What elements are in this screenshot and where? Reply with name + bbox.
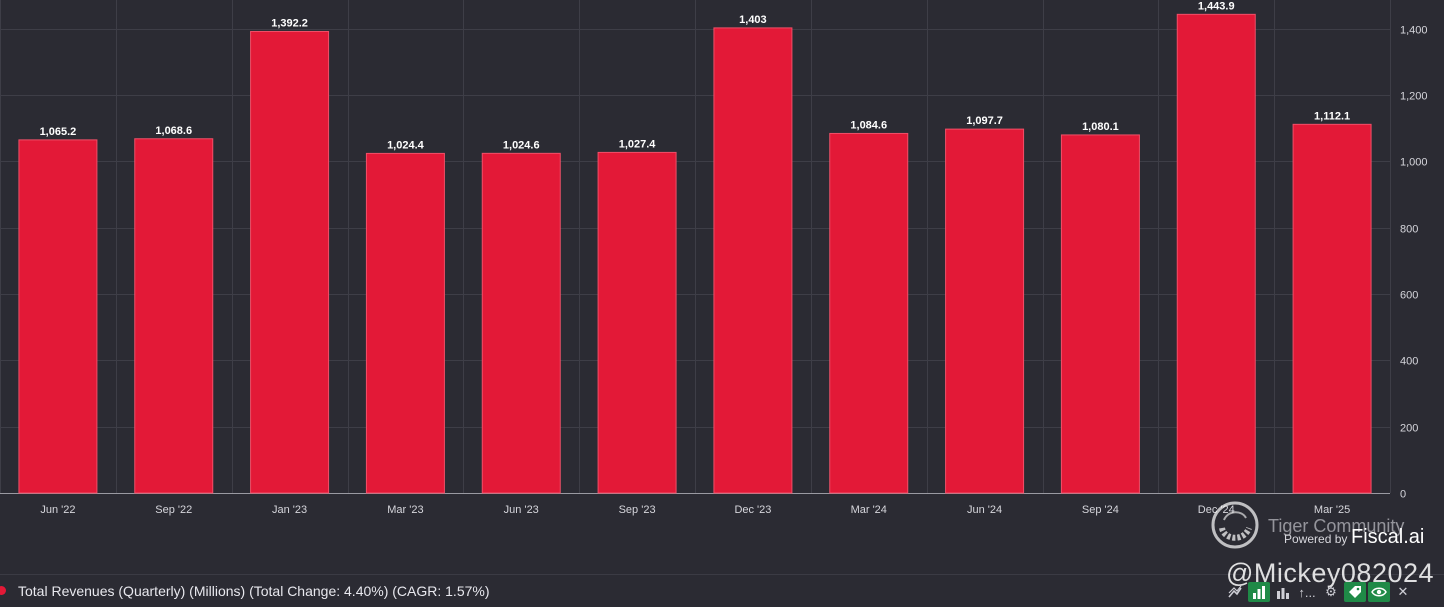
x-tick-label: Dec '24 [1198, 504, 1235, 516]
legend-series-marker [0, 586, 6, 595]
x-tick-label: Mar '25 [1314, 504, 1350, 516]
revenue-bar-chart: 0 200 400 600 800 1,000 1,200 1,400 1,065.2 Jun '… [0, 0, 1428, 516]
legend-bar: Total Revenues (Quarterly) (Millions) (T… [0, 574, 1444, 607]
close-icon[interactable]: ✕ [1397, 584, 1409, 599]
bar-value-label: 1,080.1 [1082, 121, 1119, 133]
y-tick-label: 200 [1400, 423, 1418, 435]
bar [945, 128, 1025, 494]
tag-icon[interactable] [1344, 582, 1366, 602]
bar-value-label: 1,027.4 [619, 138, 657, 150]
y-tick-label: 1,000 [1400, 157, 1428, 169]
bar [1060, 134, 1140, 494]
x-tick-label: Jun '23 [504, 504, 539, 516]
bar [18, 139, 98, 494]
x-tick-label: Sep '24 [1082, 504, 1119, 516]
bar-value-label: 1,084.6 [850, 119, 887, 131]
x-tick-label: Jun '22 [40, 504, 75, 516]
x-tick-label: Sep '22 [155, 504, 192, 516]
bar-value-label: 1,392.2 [271, 17, 308, 29]
y-tick-label: 400 [1400, 356, 1418, 368]
bar-value-label: 1,068.6 [155, 125, 192, 137]
trend-icon[interactable] [1224, 582, 1246, 602]
legend-series-label[interactable]: Total Revenues (Quarterly) (Millions) (T… [18, 583, 490, 599]
y-tick-label: 800 [1400, 224, 1418, 236]
bar [1176, 13, 1256, 494]
bar [134, 138, 214, 494]
tiger-logo-icon [1211, 501, 1259, 549]
bar-value-label: 1,024.6 [503, 139, 540, 151]
x-tick-label: Jun '24 [967, 504, 1002, 516]
bar [829, 132, 909, 494]
eye-icon[interactable] [1368, 582, 1390, 602]
x-tick-label: Sep '23 [619, 504, 656, 516]
sort-icon[interactable]: ↑... [1298, 584, 1316, 600]
bar-chart-icon[interactable] [1248, 582, 1270, 602]
bar [250, 30, 330, 494]
x-tick-label: Mar '24 [851, 504, 887, 516]
powered-by-label: Powered by [1284, 532, 1348, 546]
column-chart-icon[interactable] [1272, 582, 1294, 602]
bar-value-label: 1,097.7 [966, 115, 1003, 127]
chart-toolbar: ↑... ⚙ ✕ [1224, 581, 1414, 603]
x-tick-label: Jan '23 [272, 504, 307, 516]
bar-value-label: 1,065.2 [40, 126, 77, 138]
x-tick-label: Dec '23 [734, 504, 771, 516]
bar [1292, 123, 1372, 494]
y-tick-label: 600 [1400, 290, 1418, 302]
y-tick-label: 1,200 [1400, 91, 1428, 103]
bar-value-label: 1,024.4 [387, 139, 425, 151]
x-tick-label: Mar '23 [387, 504, 423, 516]
bar-value-label: 1,403 [739, 14, 767, 26]
bar-value-label: 1,443.9 [1198, 0, 1235, 12]
bar [481, 152, 561, 494]
y-tick-label: 0 [1400, 489, 1406, 501]
bar [365, 152, 445, 494]
bar [713, 27, 793, 494]
y-tick-label: 1,400 [1400, 25, 1428, 37]
watermark-title: Tiger Community [1268, 516, 1405, 536]
brand-name: Fiscal.ai [1351, 526, 1425, 548]
gear-icon[interactable]: ⚙ [1325, 584, 1337, 599]
bar-value-label: 1,112.1 [1314, 110, 1350, 122]
bar [597, 151, 677, 494]
chart-svg: 0 200 400 600 800 1,000 1,200 1,400 1,065.2 Jun '… [0, 0, 1428, 516]
